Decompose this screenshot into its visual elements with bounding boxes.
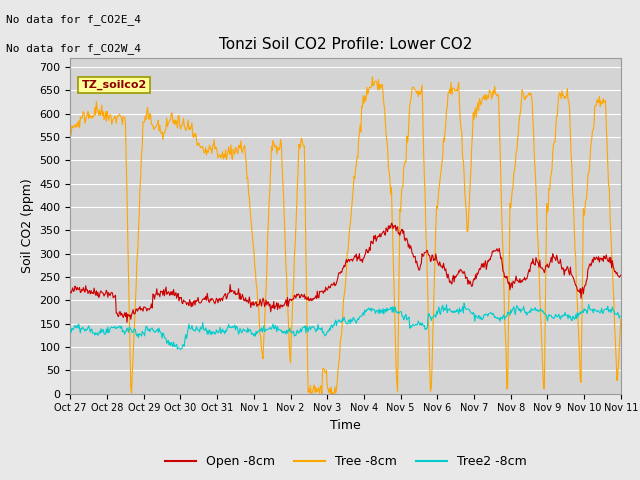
- Tree2 -8cm: [67, 327, 74, 333]
- Open -8cm: [188, 300, 196, 305]
- Tree2 -8cm: [568, 318, 576, 324]
- Open -8cm: [392, 228, 400, 234]
- Legend: Open -8cm, Tree -8cm, Tree2 -8cm: Open -8cm, Tree -8cm, Tree2 -8cm: [159, 450, 532, 473]
- Tree -8cm: [617, 316, 625, 322]
- Open -8cm: [568, 272, 576, 278]
- Tree2 -8cm: [460, 300, 468, 306]
- Text: No data for f_CO2E_4: No data for f_CO2E_4: [6, 14, 141, 25]
- Open -8cm: [338, 269, 346, 275]
- Title: Tonzi Soil CO2 Profile: Lower CO2: Tonzi Soil CO2 Profile: Lower CO2: [219, 37, 472, 52]
- X-axis label: Time: Time: [330, 419, 361, 432]
- Line: Tree -8cm: Tree -8cm: [70, 77, 621, 394]
- Tree -8cm: [447, 91, 454, 96]
- Tree -8cm: [188, 123, 195, 129]
- Open -8cm: [617, 272, 625, 278]
- Tree -8cm: [211, 146, 219, 152]
- Y-axis label: Soil CO2 (ppm): Soil CO2 (ppm): [21, 178, 34, 273]
- Open -8cm: [212, 299, 220, 304]
- Tree2 -8cm: [445, 306, 453, 312]
- Tree2 -8cm: [188, 323, 196, 328]
- Tree -8cm: [338, 330, 346, 336]
- Text: No data for f_CO2W_4: No data for f_CO2W_4: [6, 43, 141, 54]
- Open -8cm: [123, 320, 131, 325]
- Text: TZ_soilco2: TZ_soilco2: [81, 80, 147, 90]
- Open -8cm: [67, 289, 74, 295]
- Tree2 -8cm: [617, 313, 625, 319]
- Tree2 -8cm: [212, 331, 220, 336]
- Tree2 -8cm: [177, 347, 184, 352]
- Tree2 -8cm: [338, 319, 346, 325]
- Line: Open -8cm: Open -8cm: [70, 223, 621, 323]
- Tree -8cm: [392, 363, 400, 369]
- Tree -8cm: [67, 133, 74, 139]
- Tree2 -8cm: [392, 305, 399, 311]
- Tree -8cm: [369, 74, 376, 80]
- Tree -8cm: [568, 164, 576, 170]
- Line: Tree2 -8cm: Tree2 -8cm: [70, 303, 621, 349]
- Open -8cm: [447, 278, 454, 284]
- Tree -8cm: [307, 391, 315, 396]
- Open -8cm: [388, 220, 396, 226]
